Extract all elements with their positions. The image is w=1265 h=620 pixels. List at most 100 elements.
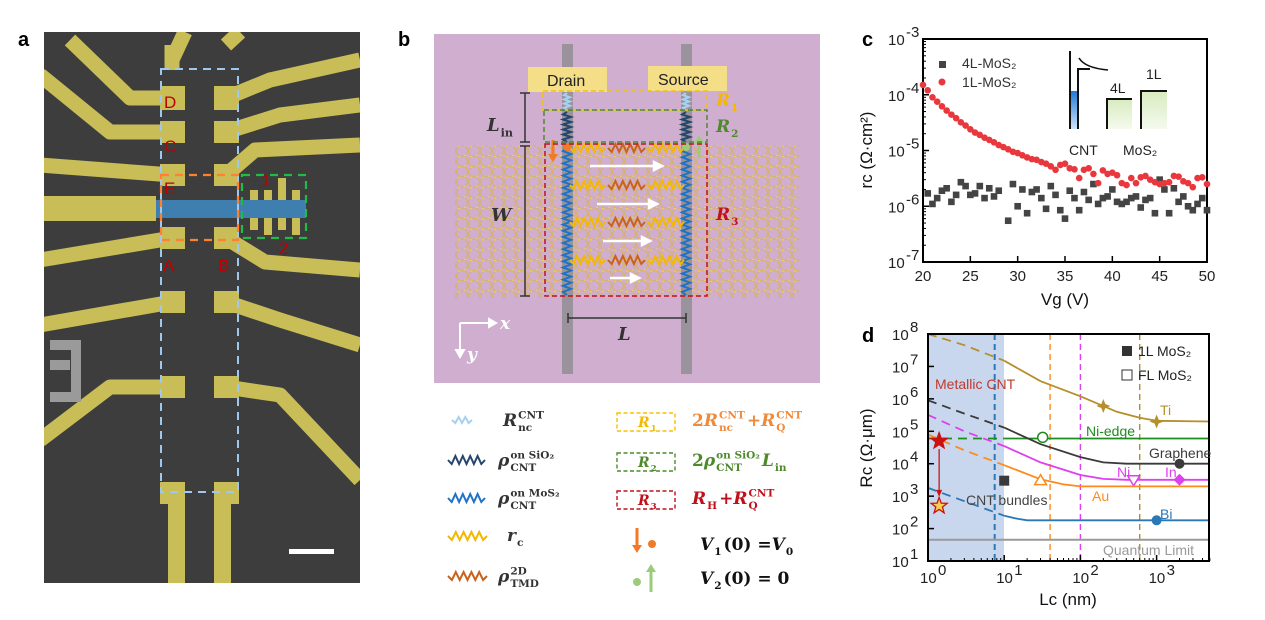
label-ni-edge: Ni-edge: [1086, 423, 1135, 439]
formula-symbol: V: [700, 535, 715, 555]
formula-subscript: 2: [731, 128, 738, 140]
curve-dashed: [927, 333, 1005, 362]
data-point-4l: [1161, 186, 1168, 193]
data-point-1l: [1132, 179, 1140, 187]
data-point-4l: [962, 182, 969, 190]
cnt-left: [562, 44, 573, 374]
label-quantum-limit: Quantum Limit: [1103, 542, 1194, 558]
down-arrow-dot-icon: [632, 528, 656, 553]
data-point-4l: [1109, 186, 1116, 193]
data-point-4l: [1047, 182, 1055, 190]
data-point-4l: [1189, 206, 1197, 214]
label-in: In: [1165, 464, 1177, 480]
sem-micrograph: D C E A B 1 2: [44, 32, 360, 583]
formula-symbol: r: [507, 526, 517, 546]
formula-subscript: CNT: [510, 462, 536, 474]
data-point-4l: [1180, 193, 1187, 200]
contact-resistivity-resistor: [647, 215, 685, 229]
band-diagram-inset: 4L 1L CNT MoS₂: [1069, 51, 1167, 158]
y-tick-label: 10: [888, 88, 905, 105]
curve-dashed: [927, 399, 1005, 429]
y-tick-exponent: 7: [910, 351, 918, 368]
contact-label-2: 2: [279, 239, 288, 258]
data-point-4l: [929, 200, 936, 208]
tmd-sheet-resistor: [607, 253, 646, 267]
formula-subscript: nc: [518, 422, 532, 434]
contact-resistivity-resistor: [569, 215, 606, 229]
scale-bar: [289, 549, 334, 554]
data-point-4l: [943, 184, 950, 192]
formula-symbol: R: [715, 205, 730, 225]
legend-marker-1l: [938, 78, 946, 86]
formula-subscript: 2: [651, 464, 657, 474]
data-point-1l: [1052, 166, 1059, 174]
data-point-4l: [1042, 205, 1050, 213]
formula-symbol: V: [772, 535, 787, 555]
chart-d-ylabel: Rc (Ω·μm): [857, 408, 876, 487]
formula-subscript: 0: [786, 546, 793, 558]
metallic-cnt-region: [928, 334, 1004, 561]
formula-symbol: R: [715, 117, 730, 137]
y-tick-label: 10: [892, 489, 909, 506]
data-point-4l: [1194, 200, 1201, 208]
data-point-1l: [1090, 170, 1097, 178]
data-point-4l: [1038, 194, 1045, 202]
contact-label-1: 1: [261, 171, 270, 190]
data-point-4l: [1023, 209, 1031, 217]
chart-d-xlabel: Lc (nm): [1039, 590, 1097, 609]
data-point-4l: [981, 194, 988, 202]
marker-open-star: [929, 495, 950, 515]
chart-c-legend: 4L-MoS₂ 1L-MoS₂: [938, 55, 1016, 90]
data-point-4l: [971, 190, 979, 197]
x-tick-label: 35: [1057, 268, 1074, 285]
data-point-1l: [1071, 166, 1078, 173]
inset-label-mos2: MoS₂: [1123, 142, 1157, 158]
marker-square: [999, 475, 1010, 486]
formula-symbol: ρ: [497, 567, 510, 587]
source-electrode: [648, 66, 727, 91]
legend-marker-fl-mos2: [1121, 369, 1133, 381]
cnt-right: [681, 44, 692, 374]
mos2-channel: [156, 200, 306, 218]
data-point-4l: [952, 191, 960, 199]
label-ti: Ti: [1160, 402, 1171, 418]
x-tick-exponent: 2: [1090, 562, 1098, 579]
legend-label-4l: 4L-MoS₂: [962, 55, 1016, 71]
cnt-contact-resistor: [561, 92, 573, 111]
formula-symbol: ρ: [497, 489, 510, 509]
data-point-1l: [952, 114, 960, 122]
y-tick-exponent: 1: [910, 546, 918, 563]
data-point-4l: [1056, 206, 1064, 214]
data-point-4l: [1028, 188, 1036, 196]
contact-resistivity-resistor: [647, 253, 685, 267]
dimension-brackets: [520, 92, 687, 323]
formula-text: +: [719, 489, 733, 509]
formula-text: +: [747, 411, 761, 431]
data-point-4l: [1170, 184, 1178, 192]
y-tick-label: 10: [888, 199, 905, 216]
cnt-mos2-resistor: [560, 147, 574, 296]
data-point-4l: [1137, 204, 1145, 211]
data-point-4l: [1094, 200, 1102, 208]
formula-symbol: R: [691, 489, 706, 509]
source-current-arrowhead: [694, 135, 704, 143]
data-point-1l: [1047, 163, 1055, 170]
y-tick-label: 10: [892, 359, 909, 376]
chart-c-marks: [919, 81, 1211, 225]
y-tick-exponent: 3: [910, 481, 918, 498]
formula-subscript: CNT: [716, 462, 742, 474]
data-point-1l: [967, 126, 974, 133]
data-point-1l: [1113, 171, 1121, 179]
data-point-4l: [938, 187, 946, 195]
formula-symbol: R: [637, 493, 650, 509]
tmd-sheet-resistor: [607, 215, 646, 229]
legend-marker-1l-mos2: [1122, 346, 1132, 356]
y-tick-exponent: -4: [906, 80, 919, 97]
marker-diamond: [1173, 473, 1186, 486]
data-point-4l: [1019, 186, 1026, 193]
